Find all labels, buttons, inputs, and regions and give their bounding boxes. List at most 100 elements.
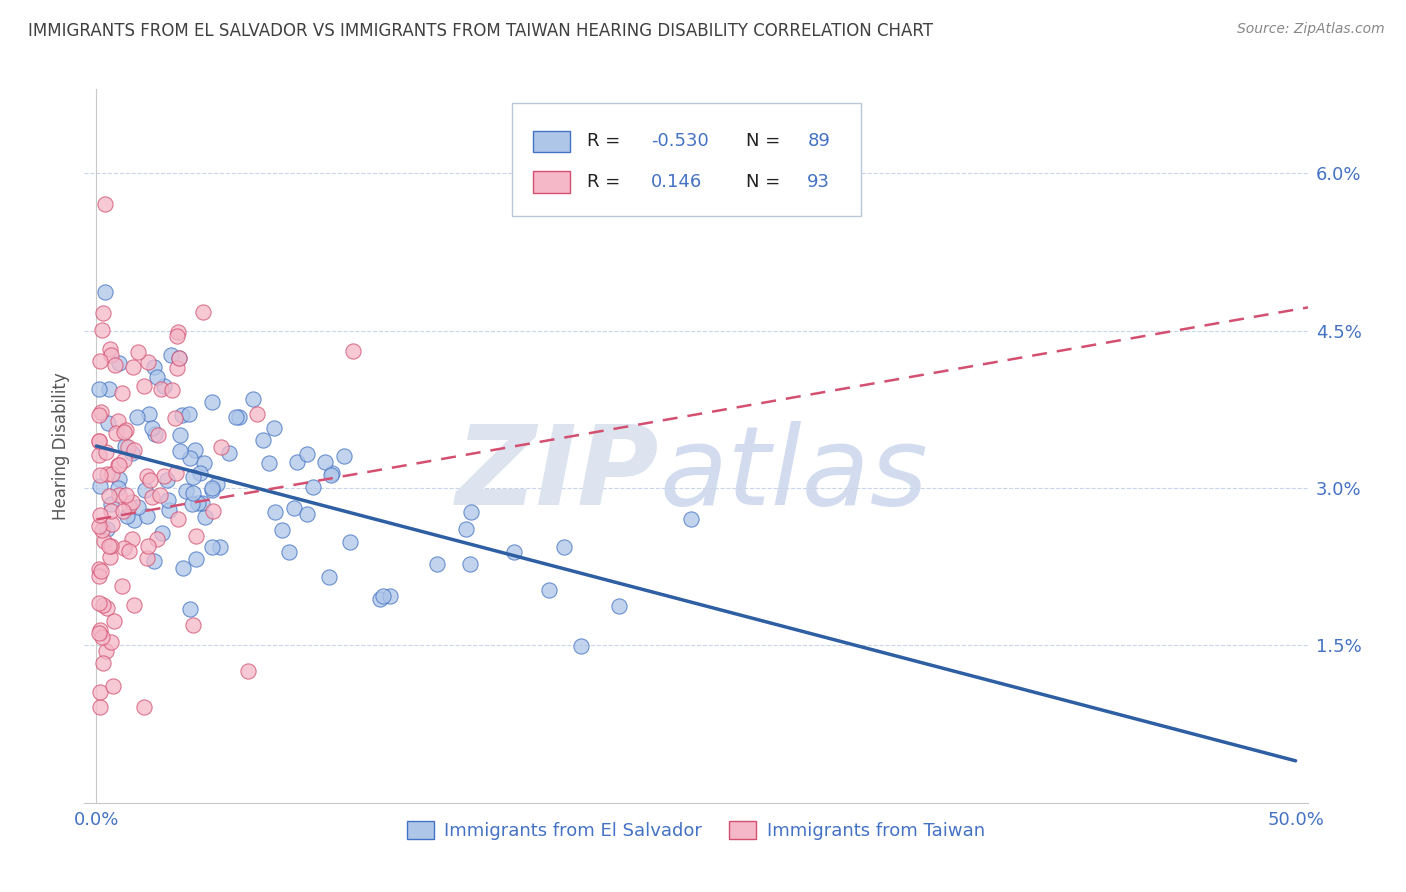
Point <box>191 304 214 318</box>
Text: N =: N = <box>747 132 780 150</box>
Point <box>179 450 201 465</box>
Point <box>111 579 134 593</box>
Point <box>169 443 191 458</box>
Point <box>115 423 138 437</box>
Point <box>108 356 131 370</box>
Point <box>87 382 110 396</box>
Point <box>157 493 180 508</box>
Text: -0.530: -0.530 <box>651 132 709 150</box>
Point <box>167 351 190 365</box>
Point <box>209 540 232 554</box>
Point <box>236 665 259 679</box>
Point <box>96 522 118 536</box>
Point <box>181 618 204 632</box>
Point <box>321 466 343 480</box>
Point <box>87 596 110 610</box>
Point <box>242 392 264 406</box>
Point <box>285 455 308 469</box>
Point <box>100 539 122 553</box>
Point <box>87 519 110 533</box>
Point <box>117 508 139 523</box>
Point <box>101 467 124 481</box>
Point <box>186 496 208 510</box>
Point <box>94 197 117 211</box>
Point <box>96 467 118 481</box>
Text: 89: 89 <box>807 132 830 150</box>
Point <box>91 630 114 644</box>
Point <box>89 508 111 522</box>
Point <box>132 379 155 393</box>
Point <box>160 383 183 397</box>
Point <box>101 679 124 693</box>
Point <box>218 445 240 459</box>
Point <box>141 421 163 435</box>
Point <box>98 342 121 356</box>
Point <box>295 507 318 521</box>
Point <box>537 582 560 597</box>
Point <box>90 323 112 337</box>
Point <box>373 589 395 603</box>
Point <box>87 448 110 462</box>
Point <box>121 494 143 508</box>
Point <box>165 411 187 425</box>
Point <box>117 440 139 454</box>
Point <box>121 533 143 547</box>
Point <box>264 505 287 519</box>
Point <box>165 466 187 480</box>
Point <box>98 550 121 565</box>
Text: R =: R = <box>588 132 620 150</box>
Point <box>246 407 269 421</box>
Point <box>127 500 149 515</box>
Point <box>91 523 114 537</box>
Point <box>339 535 361 549</box>
Point <box>181 469 204 483</box>
Point <box>225 410 247 425</box>
Point <box>169 351 191 365</box>
Point <box>183 442 205 457</box>
Point <box>263 421 285 435</box>
Point <box>107 458 129 472</box>
Point <box>127 345 149 359</box>
Point <box>166 512 188 526</box>
Point <box>122 442 145 457</box>
Point <box>150 526 173 541</box>
Point <box>342 343 364 358</box>
Point <box>127 409 149 424</box>
Point <box>89 353 111 368</box>
Point <box>122 513 145 527</box>
Point <box>93 534 115 549</box>
Point <box>368 592 391 607</box>
Point <box>87 569 110 583</box>
Point <box>138 407 160 421</box>
Point <box>271 523 294 537</box>
FancyBboxPatch shape <box>513 103 860 216</box>
Point <box>278 545 301 559</box>
Point <box>89 479 111 493</box>
Point <box>209 440 232 454</box>
Point <box>681 512 703 526</box>
Point <box>112 503 135 517</box>
Point <box>297 447 319 461</box>
Point <box>90 405 112 419</box>
Point <box>142 359 165 374</box>
Point <box>96 445 118 459</box>
Point <box>257 457 280 471</box>
Point <box>111 386 134 401</box>
Point <box>184 552 207 566</box>
Point <box>90 564 112 578</box>
Text: N =: N = <box>747 173 780 191</box>
Point <box>114 488 136 502</box>
Point <box>190 496 212 510</box>
Point <box>186 529 208 543</box>
Point <box>97 382 120 396</box>
Point <box>100 504 122 518</box>
Point <box>89 699 111 714</box>
Point <box>112 425 135 439</box>
Point <box>134 483 156 498</box>
Point <box>108 458 131 472</box>
Point <box>166 329 188 343</box>
Point <box>148 488 170 502</box>
Point <box>91 599 114 613</box>
Point <box>181 486 204 500</box>
Point <box>166 326 188 340</box>
